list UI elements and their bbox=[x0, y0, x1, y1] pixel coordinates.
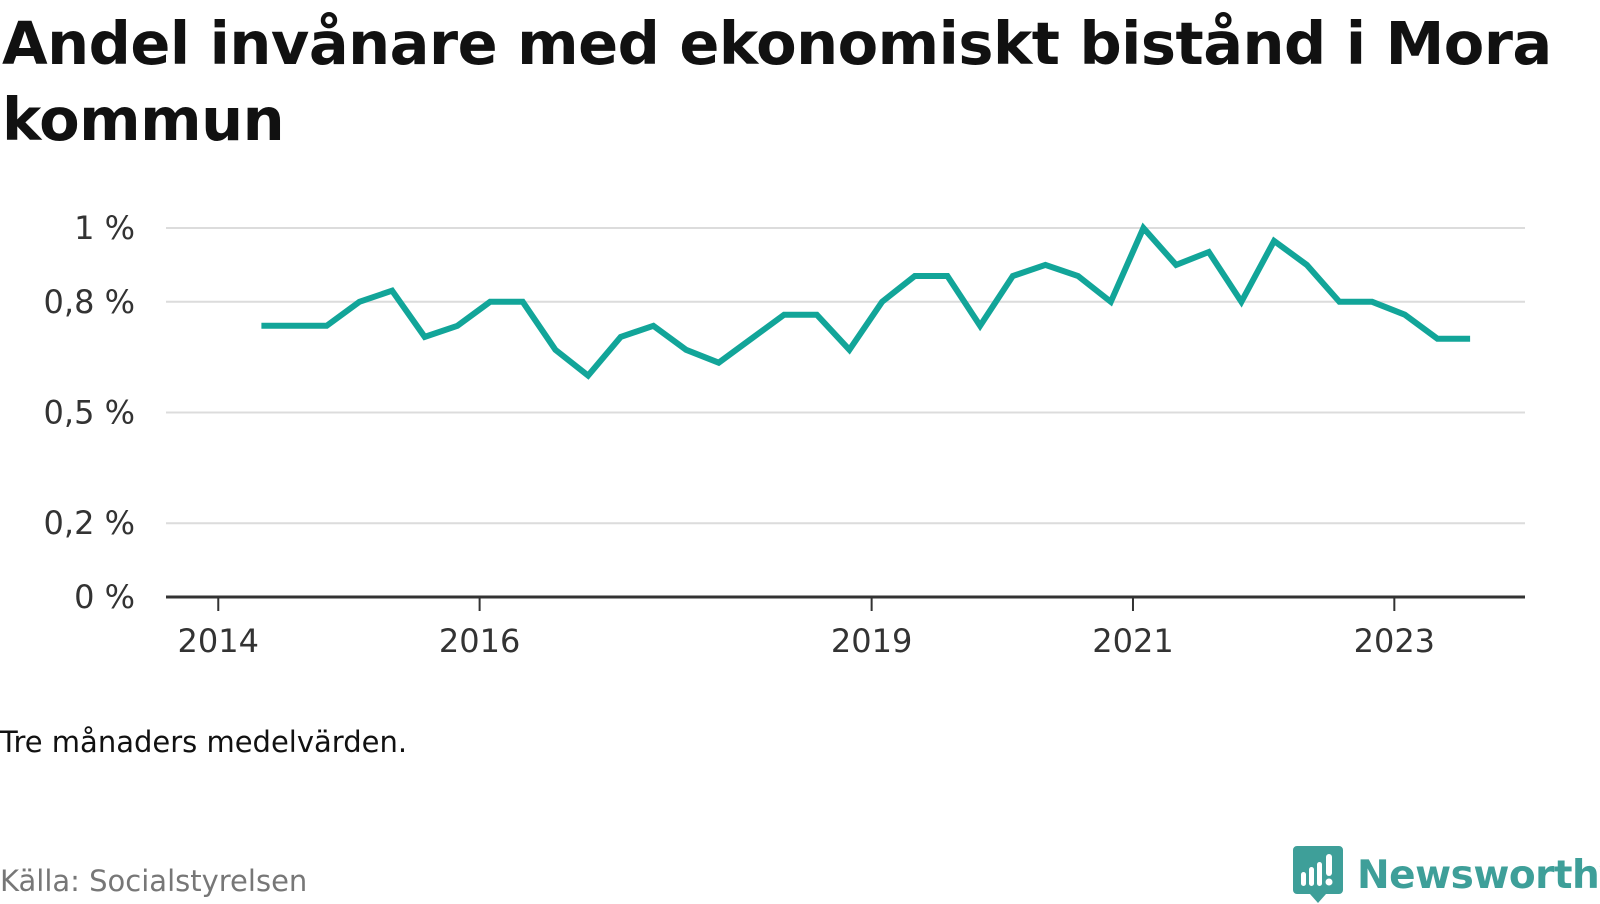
y-tick-label: 0,2 % bbox=[44, 504, 135, 542]
y-tick-label: 0,8 % bbox=[44, 283, 135, 321]
chart-note: Tre månaders medelvärden. bbox=[0, 725, 408, 759]
newsworthy-logo[interactable]: Newsworthy bbox=[1293, 846, 1600, 904]
y-tick-label: 1 % bbox=[74, 209, 135, 247]
x-tick-label: 2019 bbox=[831, 622, 912, 660]
gridlines bbox=[166, 227, 1525, 525]
series-line bbox=[261, 222, 1471, 380]
y-axis-tick-labels: 0 % 0,2 % 0,5 % 0,8 % 1 % bbox=[44, 209, 135, 616]
x-tick-label: 2023 bbox=[1354, 622, 1435, 660]
x-tick-label: 2016 bbox=[439, 622, 520, 660]
chart-title: Andel invånare med ekonomiskt bistånd i … bbox=[2, 9, 1552, 154]
source-label: Källa: Socialstyrelsen bbox=[0, 864, 308, 898]
x-tick-label: 2021 bbox=[1092, 622, 1173, 660]
y-tick-label: 0 % bbox=[74, 578, 135, 616]
newsworthy-logo-text: Newsworthy bbox=[1357, 852, 1600, 898]
x-axis-ticks: 2014 2016 2019 2021 2023 bbox=[178, 597, 1435, 660]
line-chart: 0 %0,2 %0,5 %0,8 %1 % 2014 2016 2019 2021 20… bbox=[44, 209, 1525, 660]
y-tick-label: 0,5 % bbox=[44, 394, 135, 432]
newsworthy-logo-icon bbox=[1293, 846, 1343, 903]
x-tick-label: 2014 bbox=[178, 622, 259, 660]
